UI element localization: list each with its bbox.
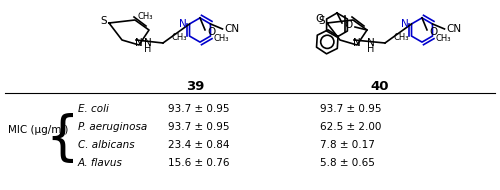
Text: 39: 39: [186, 81, 204, 93]
Text: N: N: [135, 38, 143, 48]
Text: {: {: [45, 113, 79, 165]
Text: 93.7 ± 0.95: 93.7 ± 0.95: [168, 122, 230, 132]
Text: H: H: [144, 44, 151, 54]
Text: O: O: [316, 14, 324, 24]
Text: 93.7 ± 0.95: 93.7 ± 0.95: [320, 104, 382, 114]
Text: CN: CN: [446, 24, 462, 34]
Text: 23.4 ± 0.84: 23.4 ± 0.84: [168, 140, 230, 150]
Text: S: S: [100, 16, 107, 26]
Text: N: N: [179, 19, 186, 29]
Text: 5.8 ± 0.65: 5.8 ± 0.65: [320, 158, 375, 168]
Text: N: N: [144, 37, 152, 48]
Text: N: N: [401, 19, 408, 29]
Text: N: N: [366, 37, 374, 48]
Text: 62.5 ± 2.00: 62.5 ± 2.00: [320, 122, 382, 132]
Text: MIC (μg/ml): MIC (μg/ml): [8, 125, 68, 135]
Text: A. flavus: A. flavus: [78, 158, 123, 168]
Text: 40: 40: [371, 81, 389, 93]
Text: CH₃: CH₃: [214, 34, 229, 43]
Text: 93.7 ± 0.95: 93.7 ± 0.95: [168, 104, 230, 114]
Text: O: O: [344, 20, 352, 30]
Text: H: H: [367, 44, 374, 54]
Text: E. coli: E. coli: [78, 104, 109, 114]
Text: CN: CN: [224, 24, 240, 34]
Text: N: N: [353, 38, 361, 48]
Text: P. aeruginosa: P. aeruginosa: [78, 122, 147, 132]
Text: 7.8 ± 0.17: 7.8 ± 0.17: [320, 140, 375, 150]
Text: CH₃: CH₃: [393, 33, 408, 42]
Text: S: S: [318, 16, 326, 26]
Text: CH₃: CH₃: [171, 33, 186, 42]
Text: CH₃: CH₃: [137, 12, 152, 21]
Text: 15.6 ± 0.76: 15.6 ± 0.76: [168, 158, 230, 168]
Text: O: O: [429, 27, 437, 37]
Text: C. albicans: C. albicans: [78, 140, 134, 150]
Text: O: O: [207, 27, 215, 37]
Text: CH₃: CH₃: [436, 34, 451, 43]
